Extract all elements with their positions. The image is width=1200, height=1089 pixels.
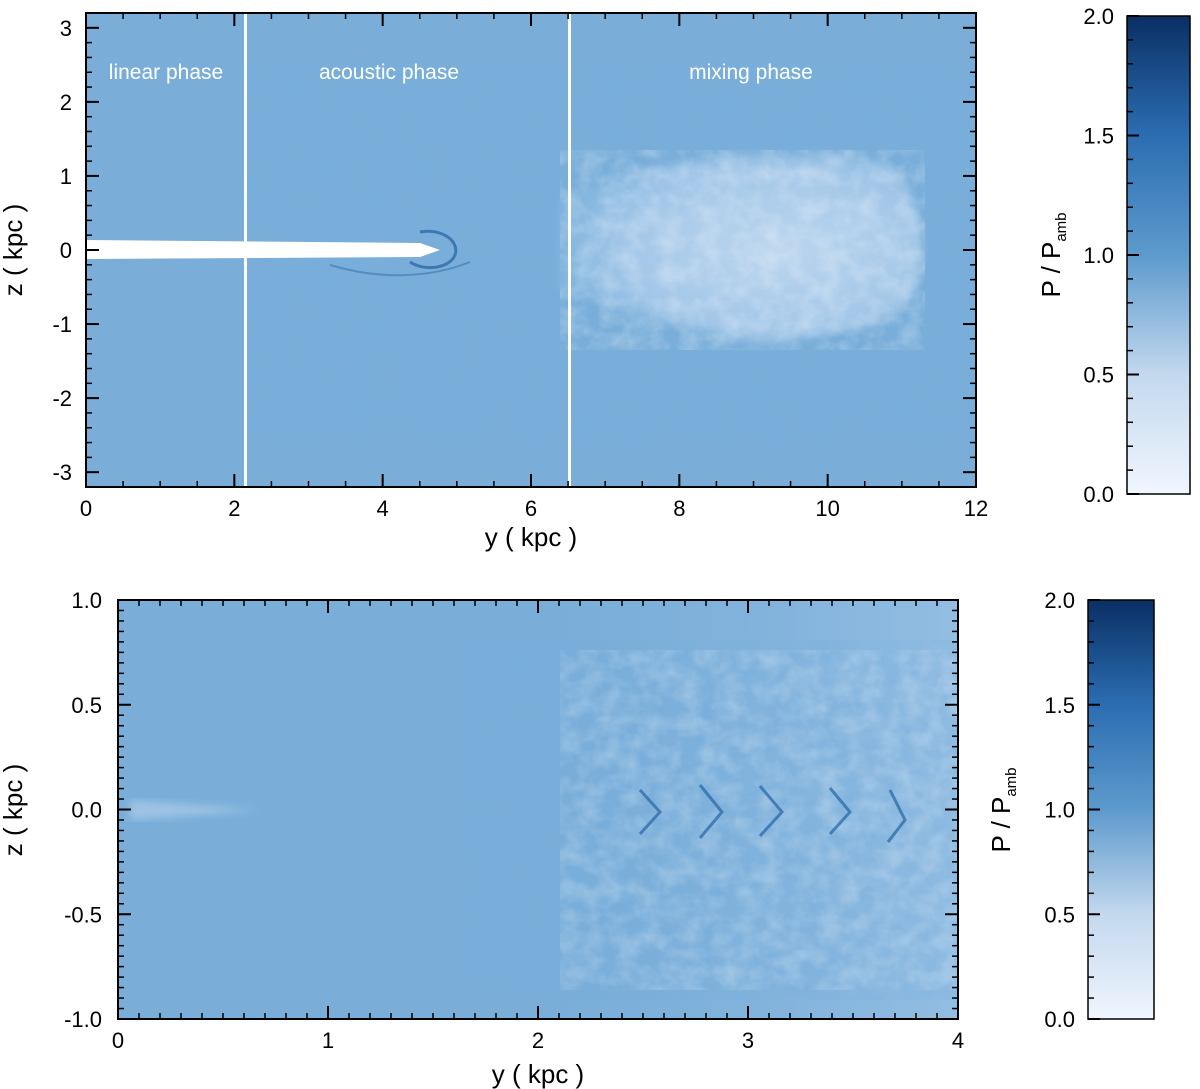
x-tick-label: 4	[377, 496, 389, 521]
colorbar-tick-label: 1.0	[1044, 798, 1075, 823]
x-tick-label: 0	[112, 1028, 124, 1053]
colorbar-bottom-title: P / Pamb	[986, 767, 1020, 852]
colorbar-top-title-main: P / P	[1036, 242, 1066, 298]
panel-top-x-axis-title: y ( kpc )	[485, 522, 577, 552]
jet-nozzle-glow	[130, 800, 260, 820]
panel-bottom-y-axis-title: z ( kpc )	[0, 764, 28, 856]
colorbar-tick-label: 0.0	[1083, 482, 1114, 507]
colorbar-tick-label: 0.5	[1044, 902, 1075, 927]
colorbar-tick-label: 0.5	[1083, 363, 1114, 388]
y-tick-label: -0.5	[64, 902, 102, 927]
phase-label-acoustic: acoustic phase	[319, 61, 459, 84]
x-tick-label: 1	[322, 1028, 334, 1053]
panel-top-y-axis-title: z ( kpc )	[0, 204, 28, 296]
x-tick-label: 4	[952, 1028, 964, 1053]
y-tick-label: -1	[52, 312, 72, 337]
x-tick-label: 2	[532, 1028, 544, 1053]
y-tick-label: 0	[60, 238, 72, 263]
x-tick-label: 0	[80, 496, 92, 521]
phase-label-linear: linear phase	[109, 61, 223, 84]
colorbar-tick-label: 2.0	[1044, 588, 1075, 613]
mixing-cloud-texture	[560, 150, 925, 350]
colorbar-tick-label: 1.5	[1044, 693, 1075, 718]
y-tick-label: 0.5	[71, 693, 102, 718]
jet-head-shock	[409, 229, 458, 270]
colorbar-bottom-title-main: P / P	[986, 797, 1016, 853]
panel-bottom-y-axis: -1.0 -0.5 0.0 0.5 1.0	[64, 588, 958, 1032]
x-tick-label: 3	[742, 1028, 754, 1053]
jet-beam	[86, 240, 440, 259]
panel-bottom: 0 1 2 3 4 -1.0 -0.5 0.0 0.5 1.0 y ( kpc ) z ( kp…	[0, 588, 964, 1089]
colorbar-bottom-title-sub: amb	[1003, 767, 1020, 796]
panel-top-heatmap	[86, 13, 976, 487]
x-tick-label: 2	[228, 496, 240, 521]
x-tick-label: 12	[964, 496, 988, 521]
colorbar-top: 0.0 0.5 1.0 1.5 2.0 P / Pamb	[1036, 4, 1191, 507]
panel-bottom-heatmap	[118, 600, 958, 1019]
y-tick-label: 0.0	[71, 798, 102, 823]
y-tick-label: 2	[60, 90, 72, 115]
shock-chevrons	[638, 784, 907, 843]
colorbar-tick-label: 2.0	[1083, 4, 1114, 29]
colorbar-bottom: 0.0 0.5 1.0 1.5 2.0 P / Pamb	[986, 588, 1155, 1032]
y-tick-label: -2	[52, 386, 72, 411]
colorbar-tick-label: 1.0	[1083, 243, 1114, 268]
y-tick-label: 1	[60, 164, 72, 189]
panel-bottom-texture	[560, 650, 958, 990]
panel-bottom-x-axis-title: y ( kpc )	[492, 1059, 584, 1089]
y-tick-label: -3	[52, 460, 72, 485]
colorbar-bottom-ticks: 0.0 0.5 1.0 1.5 2.0	[1044, 588, 1100, 1032]
x-tick-label: 10	[815, 496, 839, 521]
colorbar-top-title-sub: amb	[1053, 212, 1070, 241]
y-tick-label: 1.0	[71, 588, 102, 613]
jet-shear-layer	[329, 261, 471, 277]
colorbar-top-title: P / Pamb	[1036, 212, 1070, 297]
x-tick-label: 6	[525, 496, 537, 521]
x-tick-label: 8	[673, 496, 685, 521]
panel-top-x-axis: 0 2 4 6 8 10 12	[80, 13, 988, 521]
panel-top-y-axis: -3 -2 -1 0 1 2 3	[52, 12, 976, 488]
y-tick-label: 3	[60, 16, 72, 41]
y-tick-label: -1.0	[64, 1007, 102, 1032]
colorbar-tick-label: 1.5	[1083, 124, 1114, 149]
colorbar-tick-label: 0.0	[1044, 1007, 1075, 1032]
colorbar-top-ticks: 0.0 0.5 1.0 1.5 2.0	[1083, 4, 1139, 507]
phase-label-mixing: mixing phase	[689, 61, 813, 84]
